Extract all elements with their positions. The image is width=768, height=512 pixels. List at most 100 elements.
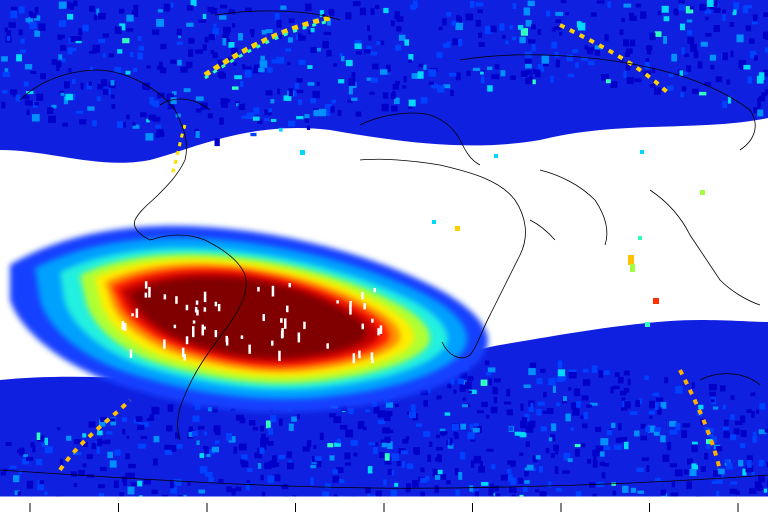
radiation-pixel — [60, 58, 66, 63]
radiation-pixel — [228, 42, 235, 48]
radiation-pixel — [517, 25, 524, 30]
radiation-pixel — [159, 92, 165, 98]
data-gap — [280, 330, 284, 339]
radiation-pixel — [151, 489, 158, 495]
radiation-pixel — [102, 53, 106, 58]
radiation-pixel — [588, 60, 595, 66]
radiation-pixel — [221, 101, 228, 108]
saa-core — [130, 277, 366, 358]
radiation-pixel — [572, 408, 580, 416]
radiation-pixel — [458, 38, 463, 47]
radiation-pixel — [232, 23, 236, 28]
radiation-pixel — [730, 434, 737, 441]
radiation-pixel — [260, 443, 267, 450]
radiation-pixel — [519, 452, 524, 457]
radiation-pixel — [57, 427, 61, 431]
radiation-pixel — [624, 441, 629, 450]
radiation-pixel — [97, 83, 104, 90]
radiation-pixel — [411, 480, 419, 488]
radiation-pixel — [455, 72, 461, 81]
radiation-pixel — [86, 82, 93, 90]
radiation-pixel — [55, 495, 63, 497]
radiation-pixel — [751, 410, 755, 418]
radiation-pixel — [757, 100, 761, 109]
radiation-pixel — [25, 64, 33, 70]
data-gap — [135, 308, 139, 318]
radiation-pixel — [756, 75, 764, 84]
radiation-pixel — [5, 442, 12, 446]
radiation-pixel — [671, 480, 675, 488]
radiation-pixel — [381, 427, 390, 434]
radiation-pixel — [619, 436, 627, 442]
radiation-pixel — [589, 482, 596, 488]
radiation-pixel — [723, 430, 729, 439]
radiation-pixel — [338, 479, 345, 483]
radiation-pixel — [630, 487, 637, 493]
radiation-pixel — [264, 437, 269, 445]
radiation-pixel — [740, 63, 747, 70]
radiation-pixel — [351, 72, 356, 78]
radiation-pixel — [164, 444, 172, 450]
radiation-pixel — [283, 95, 292, 101]
radiation-pixel — [213, 23, 217, 28]
radiation-pixel — [106, 431, 113, 435]
radiation-pixel — [222, 38, 227, 46]
radiation-pixel — [182, 494, 187, 497]
radiation-pixel — [420, 467, 425, 473]
data-gap — [379, 325, 383, 334]
radiation-pixel — [431, 83, 438, 89]
radiation-pixel — [74, 439, 81, 445]
radiation-pixel — [493, 396, 498, 404]
radiation-pixel — [541, 55, 549, 64]
radiation-pixel — [107, 451, 113, 459]
data-gap — [121, 321, 125, 330]
scattered-hotspots — [300, 150, 705, 327]
radiation-pixel — [526, 464, 534, 471]
radiation-pixel — [268, 108, 273, 113]
radiation-pixel — [99, 466, 107, 472]
radiation-pixel — [218, 478, 224, 483]
radiation-pixel — [713, 25, 720, 32]
radiation-pixel — [704, 9, 712, 14]
radiation-pixel — [557, 360, 563, 369]
radiation-pixel — [2, 90, 8, 94]
radiation-pixel — [567, 458, 573, 463]
radiation-pixel — [586, 50, 594, 55]
radiation-pixel — [17, 449, 24, 453]
radiation-pixel — [473, 455, 482, 464]
radiation-pixel — [29, 22, 37, 30]
radiation-pixel — [98, 38, 106, 44]
data-gap — [144, 281, 148, 289]
radiation-pixel — [603, 463, 609, 467]
radiation-pixel — [592, 460, 598, 468]
radiation-pixel — [176, 41, 183, 45]
radiation-pixel — [620, 407, 628, 411]
radiation-pixel — [111, 94, 115, 99]
radiation-pixel — [264, 118, 270, 122]
radiation-pixel — [565, 413, 571, 422]
radiation-pixel — [573, 388, 581, 397]
radiation-pixel — [390, 92, 396, 99]
radiation-pixel — [137, 480, 143, 487]
radiation-pixel — [39, 480, 44, 485]
radiation-pixel — [16, 54, 22, 62]
radiation-pixel — [709, 391, 716, 397]
radiation-pixel — [372, 442, 379, 447]
radiation-pixel — [35, 459, 43, 466]
radiation-pixel — [10, 10, 18, 19]
radiation-pixel — [210, 50, 215, 55]
radiation-pixel — [566, 54, 573, 62]
radiation-pixel — [59, 458, 64, 465]
radiation-pixel — [204, 447, 211, 454]
radiation-pixel — [460, 452, 466, 460]
radiation-pixel — [188, 49, 194, 57]
radiation-pixel — [758, 429, 767, 435]
radiation-pixel — [310, 98, 316, 104]
radiation-pixel — [159, 61, 163, 69]
radiation-pixel — [584, 45, 588, 50]
radiation-pixel — [377, 40, 385, 46]
radiation-pixel — [732, 12, 737, 16]
radiation-pixel — [633, 496, 640, 497]
radiation-pixel — [682, 423, 691, 428]
radiation-pixel — [379, 452, 385, 458]
